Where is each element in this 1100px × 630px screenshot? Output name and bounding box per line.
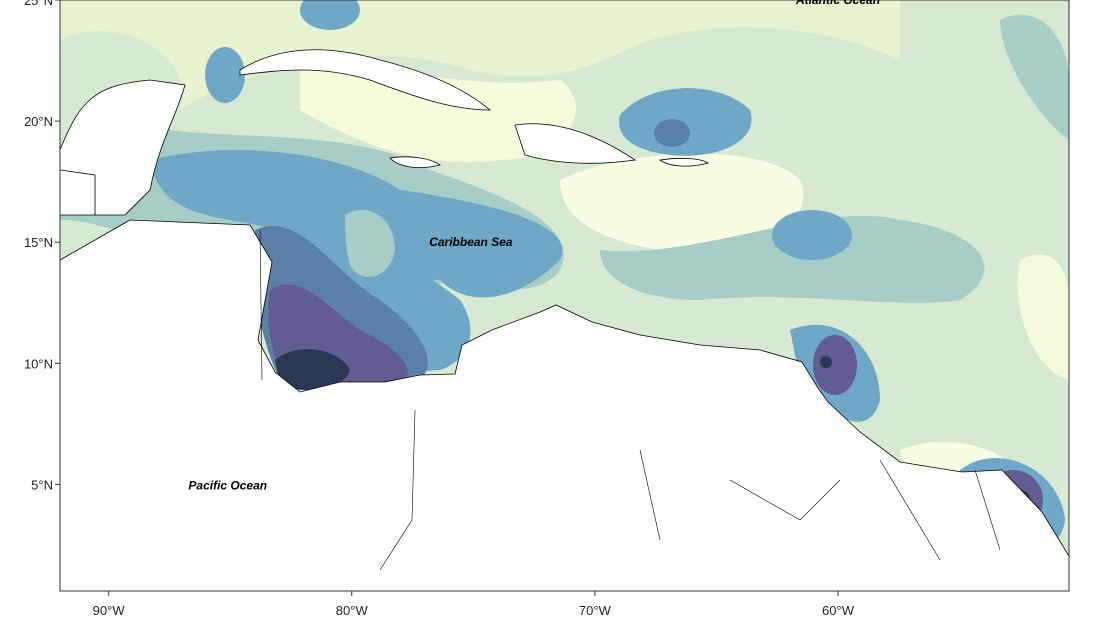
x-tick-label: 90°W	[93, 603, 126, 618]
y-tick-label: 15°N	[24, 235, 53, 250]
y-tick-label: 5°N	[31, 477, 53, 492]
y-tick-label: 25°N	[24, 0, 53, 8]
plot-frame	[59, 0, 1070, 592]
hispaniola	[514, 123, 637, 164]
mainland	[60, 219, 1069, 591]
puerto-rico	[658, 157, 709, 167]
sea-label: Pacific Ocean	[188, 479, 267, 493]
x-tick-label: 60°W	[822, 603, 855, 618]
field	[60, 0, 1069, 591]
sea-label: Atlantic Ocean	[795, 0, 880, 7]
cuba	[239, 49, 492, 111]
y-tick-label: 10°N	[24, 356, 53, 371]
overlay: 90°W 80°W 70°W 60°W 25°N 20°N 15°N 10°N 5°N Atlan…	[24, 0, 880, 618]
yucatan	[60, 79, 186, 216]
jamaica	[389, 156, 441, 169]
x-tick-label: 80°W	[336, 603, 369, 618]
y-tick-label: 20°N	[24, 114, 53, 129]
x-tick-label: 70°W	[579, 603, 612, 618]
sea-label: Caribbean Sea	[429, 235, 513, 249]
borders	[259, 229, 1001, 571]
